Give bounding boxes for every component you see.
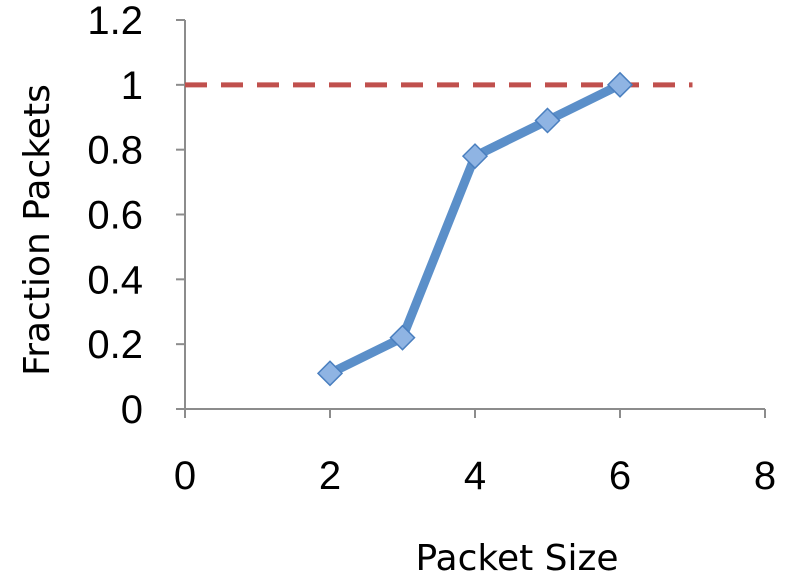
ticks: 0 0.2 0.4 0.6 0.8 1 1.2 0 2 4 6 8 xyxy=(87,0,776,498)
y-tick-label: 1.2 xyxy=(87,0,143,43)
data-point-marker xyxy=(606,71,634,98)
series xyxy=(316,71,634,387)
x-tick-label: 6 xyxy=(609,454,631,498)
y-tick-label: 1 xyxy=(121,64,143,108)
axes xyxy=(184,20,765,410)
x-tick-label: 4 xyxy=(464,454,486,498)
x-tick-label: 8 xyxy=(754,454,776,498)
axis-titles: Packet Size Fraction Packets xyxy=(17,84,619,579)
y-tick-label: 0.4 xyxy=(87,258,143,302)
x-tick-label: 2 xyxy=(319,454,341,498)
x-axis-title: Packet Size xyxy=(415,538,618,579)
data-point-marker xyxy=(534,107,561,134)
x-tick-label: 0 xyxy=(174,454,196,498)
y-tick-label: 0 xyxy=(121,388,143,432)
series-line xyxy=(325,80,625,378)
data-point-marker xyxy=(389,324,416,351)
data-point-marker xyxy=(316,360,344,387)
data-point-marker xyxy=(461,143,489,170)
y-tick-label: 0.6 xyxy=(87,194,143,238)
y-tick-label: 0.8 xyxy=(87,129,143,173)
y-axis-title: Fraction Packets xyxy=(17,84,58,376)
y-tick-label: 0.2 xyxy=(87,323,143,367)
